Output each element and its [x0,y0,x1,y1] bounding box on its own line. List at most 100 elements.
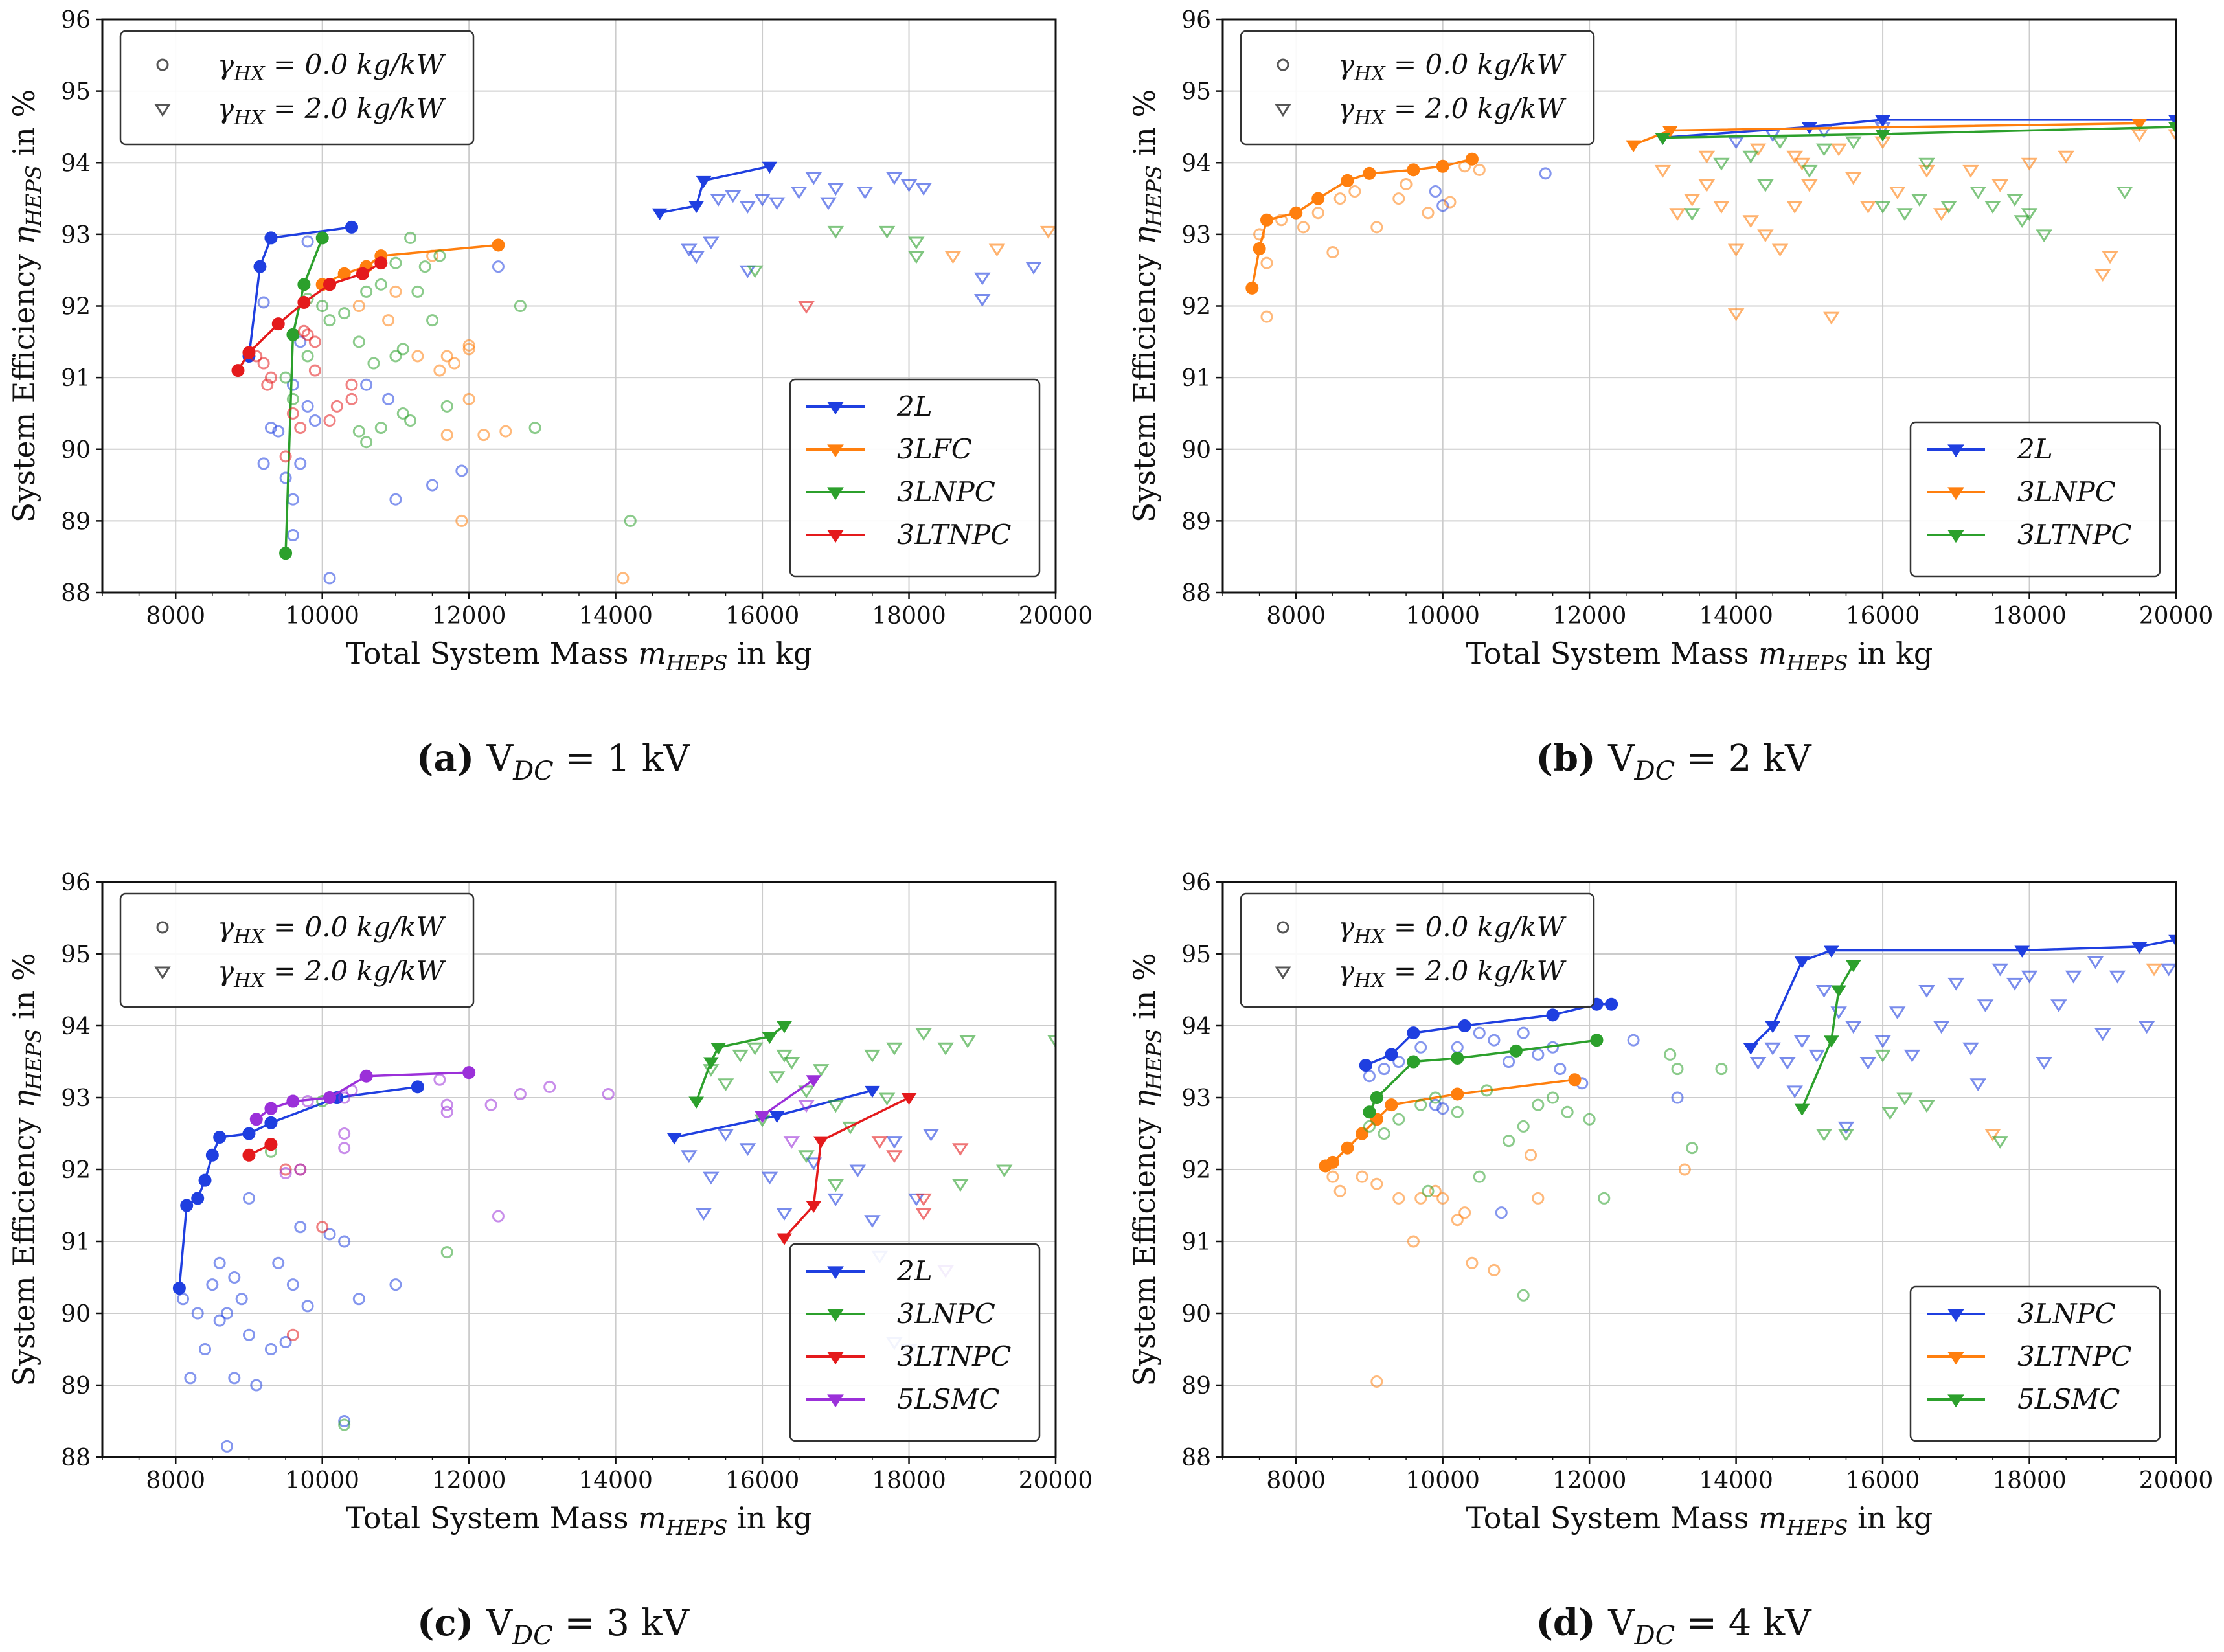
pareto-point-triangle [806,1201,822,1213]
series-legend-label: 3LFC [897,433,972,465]
x-tick-label: 8000 [146,603,205,629]
data-point-circle [492,1210,505,1223]
x-tick-label: 12000 [432,603,506,629]
data-point-circle [1422,207,1435,220]
data-point-circle [1429,1091,1442,1104]
legend-circle-icon [156,921,169,934]
data-point-triangle [805,172,823,185]
pareto-front-line [284,237,324,554]
data-point-circle [1517,1289,1530,1302]
data-point-triangle [1727,308,1745,321]
data-point-circle [1370,221,1383,234]
data-point-circle [242,1328,255,1341]
y-tick-label: 90 [1181,437,1211,464]
subfigure-caption: (b) VDC = 2 kV [1536,737,1812,786]
pareto-point-circle [242,346,256,359]
data-point-circle [440,400,453,413]
pareto-point-triangle [1794,956,1810,969]
data-point-triangle [1793,157,1811,171]
data-point-circle [1715,1063,1728,1076]
marker-legend-box [1240,30,1595,146]
data-point-circle [1488,1034,1501,1047]
data-point-triangle [820,197,837,210]
pareto-point-triangle [688,1096,705,1109]
data-point-circle [272,425,285,438]
pareto-point-circle [271,317,285,331]
data-point-circle [301,400,314,413]
data-point-circle [1275,214,1288,227]
pareto-point-circle [1407,163,1420,177]
pareto-point-circle [1363,1105,1376,1119]
pareto-point-circle [180,1199,194,1212]
data-point-circle [418,260,431,273]
data-point-triangle [2036,1057,2052,1070]
data-point-circle [1429,185,1442,198]
data-point-circle [1348,185,1361,198]
data-point-circle [1363,1070,1376,1083]
data-point-triangle [1764,1042,1781,1056]
data-point-triangle [2131,129,2148,142]
data-point-circle [1392,1192,1405,1205]
data-point-circle [426,479,439,492]
y-tick-label: 96 [61,7,91,34]
data-point-circle [433,249,446,262]
legend-triangle-icon [154,104,171,117]
data-point-triangle [827,1100,845,1113]
pareto-point-triangle [762,1032,778,1044]
data-point-circle [220,1307,233,1320]
pareto-front-line [1251,158,1473,289]
plot-area [231,161,1056,585]
data-point-triangle [2021,157,2038,171]
series-legend-label: 5LSMC [2017,1383,2120,1415]
data-point-circle [462,392,475,405]
data-point-triangle [1874,201,1891,214]
data-point-triangle [959,1035,976,1048]
data-point-triangle [1969,187,1987,199]
data-point-circle [389,493,402,506]
data-point-circle [1436,199,1449,212]
pareto-point-triangle [1823,945,1839,958]
data-point-circle [1378,1127,1390,1140]
data-point-circle [1495,1206,1508,1219]
data-point-circle [308,414,321,427]
pareto-point-circle [264,1116,278,1129]
data-point-triangle [1859,1057,1877,1070]
pareto-point-triangle [1831,985,1846,997]
data-point-circle [1627,1034,1640,1047]
data-point-triangle [1669,208,1686,221]
data-point-triangle [798,1150,815,1164]
y-axis-title: System Efficiency ηHEPS in % [6,89,46,523]
data-point-circle [404,414,417,427]
y-tick-label: 94 [1181,1013,1211,1040]
data-point-triangle [2087,956,2104,969]
pareto-point-circle [191,1192,205,1205]
data-point-triangle [2014,215,2030,229]
data-point-circle [1561,1105,1574,1118]
data-point-triangle [2160,963,2176,977]
data-point-triangle [1881,1107,1899,1120]
data-point-triangle [812,1064,830,1077]
data-point-circle [1517,1120,1530,1133]
data-point-triangle [2021,970,2038,984]
data-point-circle [1583,1113,1596,1126]
data-point-circle [345,378,358,391]
data-point-circle [1671,1063,1684,1076]
data-point-circle [272,1256,285,1269]
data-point-triangle [1933,208,1950,221]
data-point-circle [301,350,314,363]
data-point-circle [411,285,424,298]
y-tick-label: 91 [1181,365,1211,392]
data-point-triangle [1742,150,1760,164]
data-point-triangle [681,243,698,257]
x-tick-label: 20000 [1019,603,1093,629]
pareto-point-triangle [762,161,778,174]
y-tick-label: 91 [61,365,91,392]
marker-legend-label: γHX = 2.0 kg/kW [1338,955,1567,992]
pareto-point-circle [1407,1055,1420,1069]
y-tick-label: 94 [1181,150,1211,177]
data-point-circle [1400,177,1413,190]
data-point-triangle [1837,1121,1855,1135]
pareto-point-circle [1451,1087,1464,1101]
data-point-circle [1473,163,1486,176]
data-point-circle [1378,1063,1390,1076]
